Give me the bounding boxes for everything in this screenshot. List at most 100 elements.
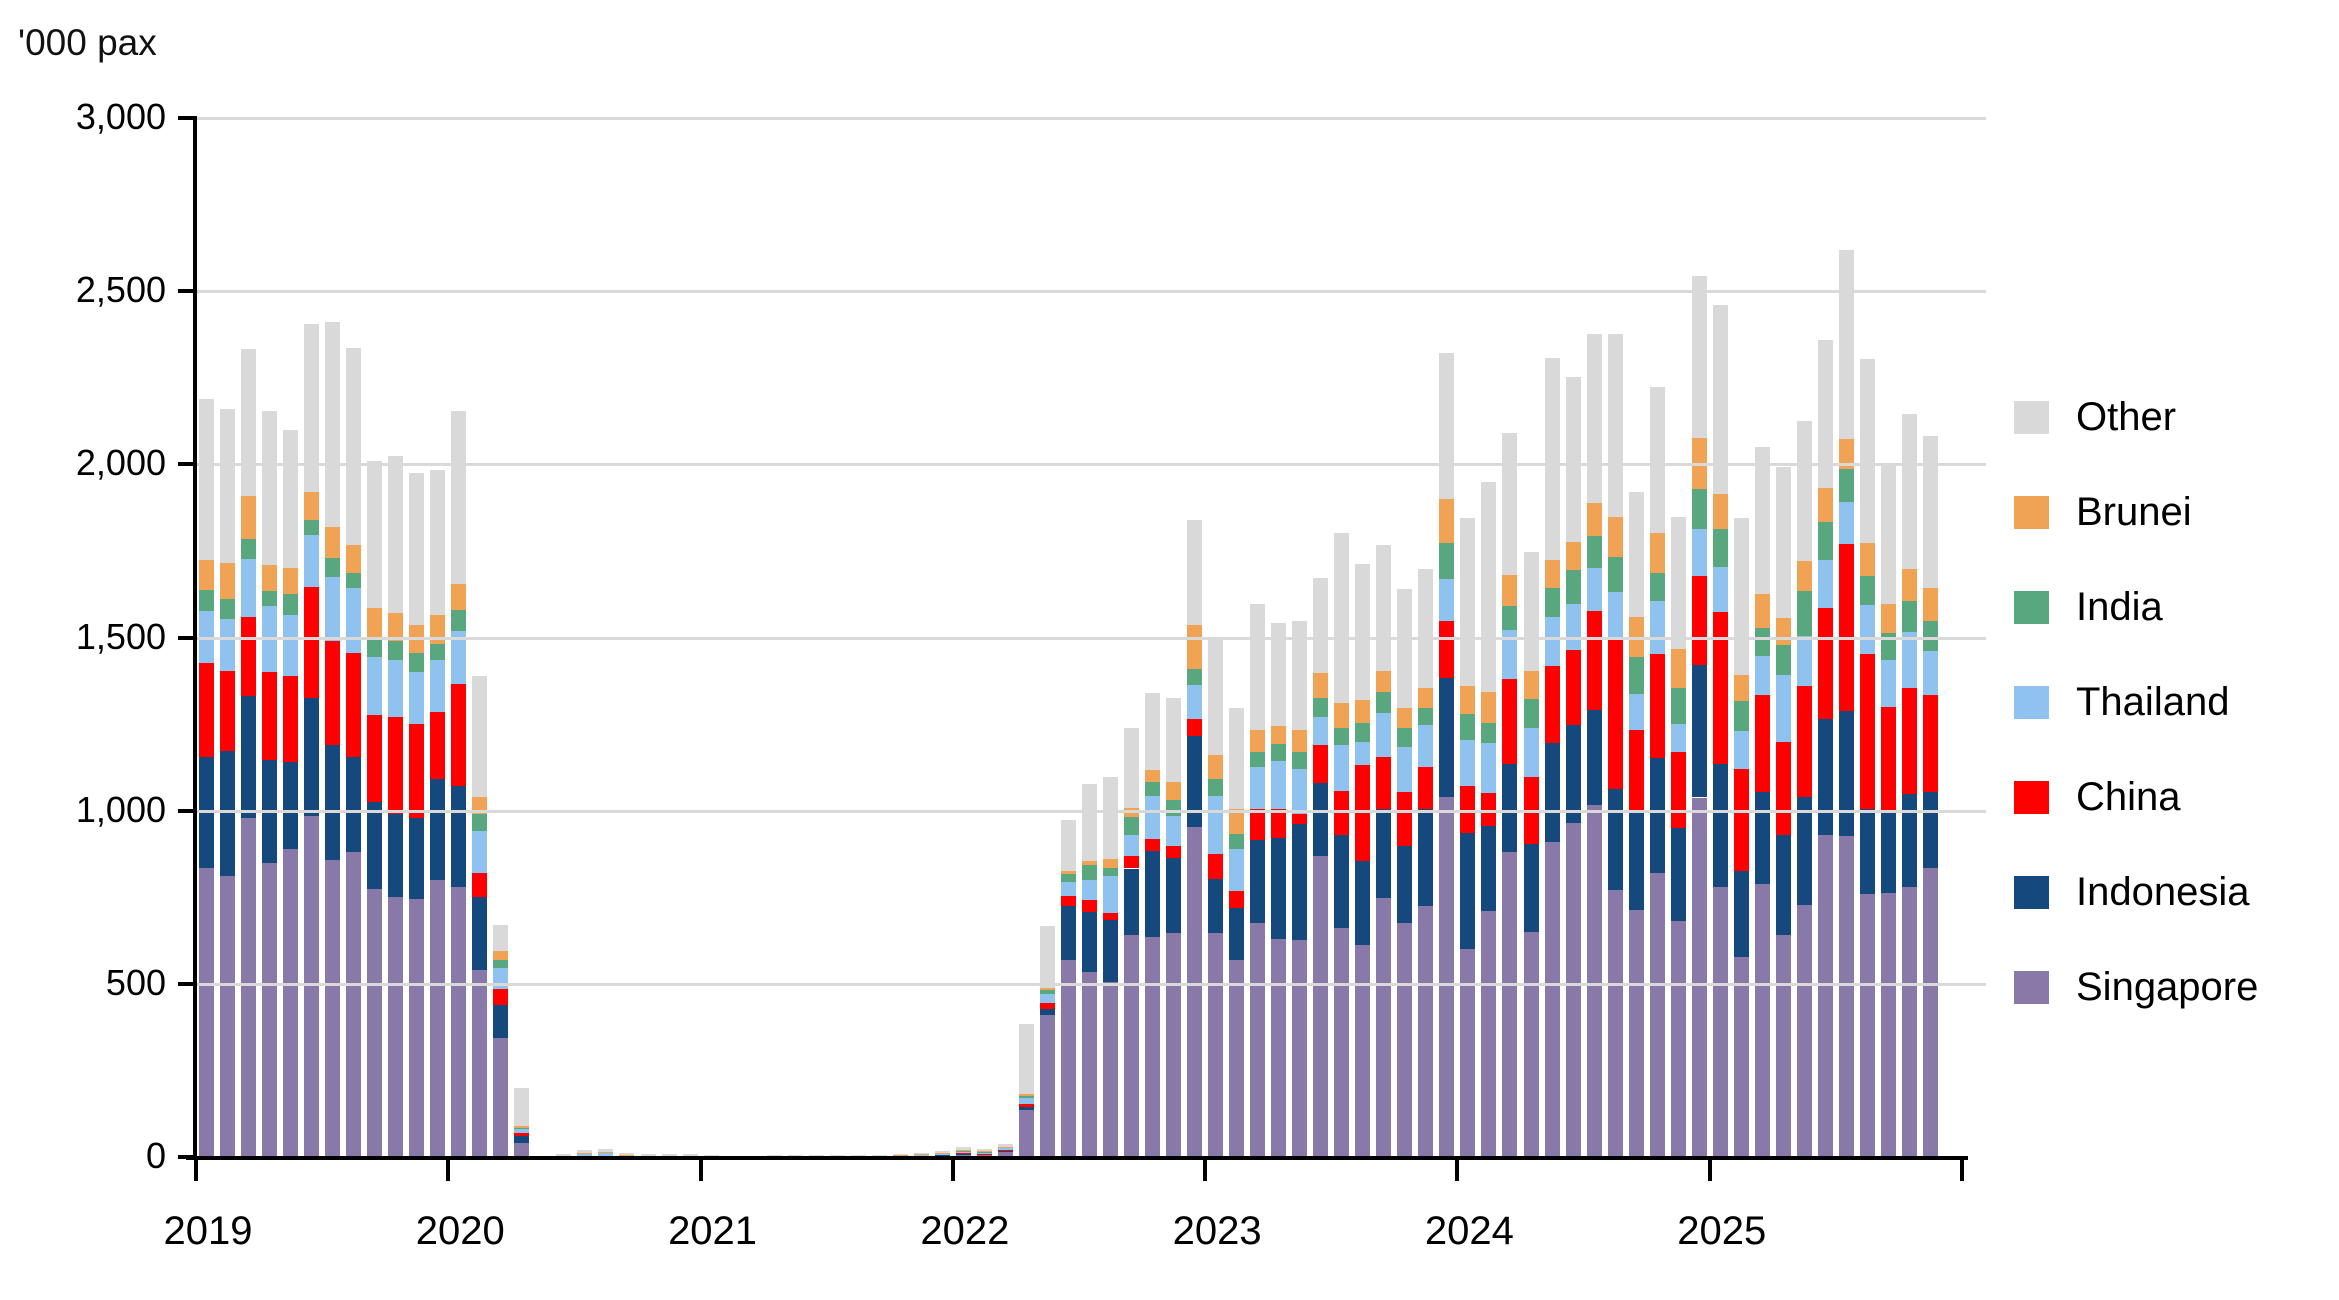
bar-segment-singapore-2024-11 (1670, 921, 1686, 1157)
bar-segment-singapore-2023-05 (1292, 940, 1308, 1157)
bar-2019-06 (304, 324, 320, 1157)
bar-segment-indonesia-2025-06 (1817, 718, 1833, 835)
bar-segment-china-2023-03 (1250, 809, 1266, 841)
bar-segment-brunei-2022-05 (1039, 987, 1055, 991)
legend-item-thailand: Thailand (2014, 655, 2258, 750)
bar-segment-china-2020-01 (451, 684, 467, 787)
bar-segment-brunei-2019-05 (283, 568, 299, 595)
bar-segment-indonesia-2022-09 (1124, 868, 1140, 935)
bar-segment-other-2021-03 (745, 1155, 761, 1157)
gridline-2000 (196, 463, 1986, 467)
bar-segment-thailand-2019-02 (220, 619, 236, 672)
bar-segment-indonesia-2024-08 (1607, 789, 1623, 891)
bar-segment-thailand-2020-09 (619, 1155, 635, 1157)
bar-segment-other-2019-01 (199, 398, 214, 560)
bar-segment-singapore-2022-06 (1060, 960, 1076, 1157)
bar-segment-singapore-2022-08 (1103, 981, 1119, 1157)
bar-segment-thailand-2021-10 (892, 1155, 908, 1157)
bar-segment-other-2025-08 (1859, 359, 1875, 543)
bar-segment-other-2024-12 (1691, 275, 1707, 439)
bar-segment-thailand-2025-04 (1775, 674, 1791, 742)
bar-segment-indonesia-2023-07 (1334, 834, 1350, 929)
bar-segment-singapore-2022-01 (955, 1154, 971, 1157)
bar-segment-brunei-2024-10 (1649, 532, 1665, 574)
legend-swatch-indonesia (2014, 876, 2049, 909)
bar-segment-other-2022-02 (976, 1149, 992, 1152)
bar-2023-02 (1229, 707, 1245, 1157)
bar-segment-other-2022-05 (1039, 925, 1055, 988)
bar-segment-china-2024-06 (1565, 650, 1581, 726)
bar-segment-thailand-2025-10 (1901, 632, 1917, 689)
y-axis-tick-2500 (178, 289, 196, 294)
bar-segment-singapore-2025-09 (1880, 892, 1896, 1157)
bar-segment-singapore-2022-09 (1124, 934, 1140, 1157)
bar-segment-indonesia-2025-08 (1859, 808, 1875, 895)
bar-segment-thailand-2024-02 (1481, 743, 1497, 793)
y-axis-spine (193, 116, 197, 1159)
bar-segment-brunei-2020-01 (451, 583, 467, 610)
bar-segment-indonesia-2023-02 (1229, 907, 1245, 960)
bar-2025-01 (1712, 304, 1728, 1157)
bar-2023-08 (1355, 564, 1371, 1157)
bar-segment-other-2021-08 (850, 1154, 866, 1156)
bar-segment-thailand-2022-03 (997, 1147, 1013, 1151)
bar-segment-singapore-2023-04 (1271, 939, 1287, 1157)
bar-segment-thailand-2019-12 (430, 659, 446, 712)
bar-segment-china-2025-08 (1859, 654, 1875, 809)
bar-segment-indonesia-2019-11 (409, 817, 425, 899)
bar-segment-other-2020-08 (598, 1149, 614, 1153)
bar-segment-thailand-2022-04 (1018, 1097, 1034, 1104)
bar-segment-singapore-2025-11 (1922, 867, 1938, 1157)
bar-segment-china-2025-10 (1901, 688, 1917, 795)
bar-segment-thailand-2023-07 (1334, 744, 1350, 791)
bar-segment-brunei-2022-04 (1018, 1093, 1034, 1097)
bar-segment-china-2023-07 (1334, 790, 1350, 835)
bar-segment-india-2025-06 (1817, 522, 1833, 560)
bar-segment-indonesia-2023-12 (1439, 678, 1455, 797)
bar-segment-thailand-2023-02 (1229, 848, 1245, 891)
bar-segment-china-2024-08 (1607, 640, 1623, 790)
bar-2019-08 (346, 348, 362, 1157)
bar-segment-india-2024-11 (1670, 688, 1686, 725)
legend-swatch-brunei (2014, 496, 2049, 529)
bar-segment-thailand-2023-12 (1439, 578, 1455, 622)
bar-segment-brunei-2025-04 (1775, 617, 1791, 646)
bar-segment-india-2024-07 (1586, 536, 1602, 568)
bar-2019-10 (388, 455, 404, 1157)
bar-segment-singapore-2025-05 (1796, 904, 1812, 1157)
year-label-2024: 2024 (1424, 1209, 1514, 1253)
bar-segment-china-2022-02 (976, 1153, 992, 1155)
bar-segment-brunei-2023-08 (1355, 700, 1371, 723)
bar-segment-india-2023-02 (1229, 833, 1245, 849)
y-axis-unit-label: '000 pax (18, 22, 157, 63)
bar-segment-singapore-2023-09 (1376, 898, 1392, 1157)
bar-2024-10 (1649, 386, 1665, 1157)
y-axis-tick-1000 (178, 808, 196, 813)
bar-segment-indonesia-2022-02 (976, 1154, 992, 1155)
bar-segment-india-2025-03 (1754, 627, 1770, 656)
bar-segment-other-2023-02 (1229, 707, 1245, 810)
bar-2024-08 (1607, 334, 1623, 1157)
bar-segment-india-2025-05 (1796, 591, 1812, 637)
bar-segment-china-2019-05 (283, 675, 299, 763)
bar-segment-brunei-2025-06 (1817, 487, 1833, 523)
bar-segment-thailand-2021-11 (913, 1154, 929, 1156)
bar-segment-indonesia-2023-01 (1208, 878, 1224, 933)
bar-segment-china-2022-07 (1082, 900, 1097, 912)
bar-segment-indonesia-2019-10 (388, 814, 404, 898)
bar-segment-other-2020-11 (661, 1154, 677, 1156)
bar-segment-indonesia-2019-06 (304, 698, 320, 816)
bar-segment-china-2024-10 (1649, 654, 1665, 759)
year-label-2019: 2019 (163, 1209, 253, 1253)
bar-segment-thailand-2019-10 (388, 660, 404, 718)
bar-2023-04 (1271, 622, 1287, 1157)
bar-segment-thailand-2024-09 (1628, 693, 1644, 731)
bar-segment-india-2025-07 (1838, 469, 1854, 503)
bar-segment-indonesia-2025-02 (1733, 871, 1749, 958)
bar-segment-india-2025-04 (1775, 645, 1791, 675)
bar-segment-indonesia-2023-06 (1313, 782, 1329, 857)
bar-segment-brunei-2023-12 (1439, 498, 1455, 544)
legend-label-india: India (2076, 585, 2163, 629)
bar-segment-indonesia-2025-01 (1712, 763, 1728, 888)
bar-segment-singapore-2020-02 (472, 969, 488, 1157)
